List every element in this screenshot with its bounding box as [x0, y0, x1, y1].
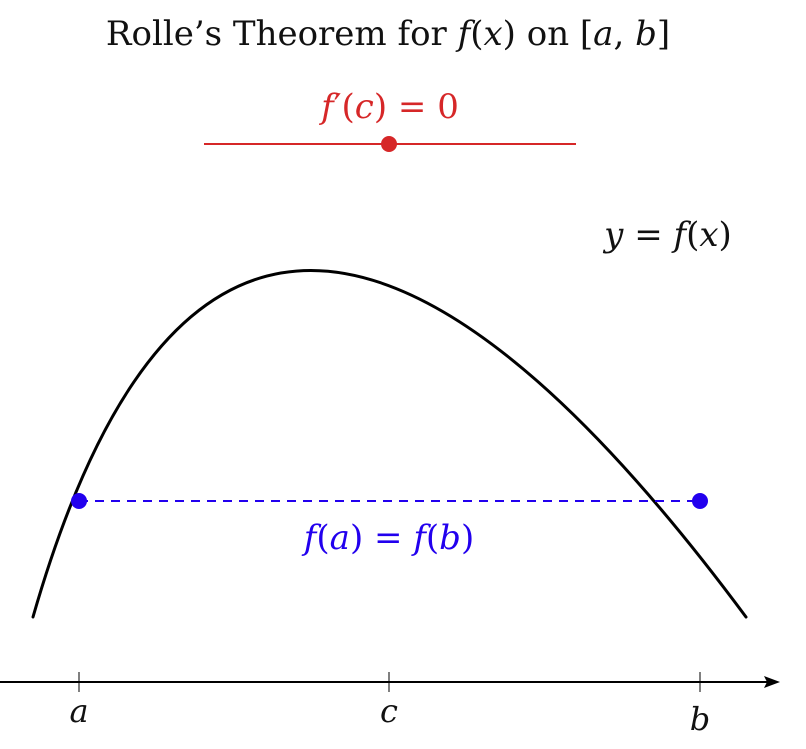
- tangent-label-c: c: [355, 87, 374, 127]
- title-open-paren: (: [470, 14, 483, 54]
- tangent-label: f′(c) = 0: [318, 87, 459, 127]
- function-curve: [31, 269, 748, 619]
- point-b-dot: [692, 493, 708, 509]
- tangent-label-close-paren: ): [374, 87, 387, 127]
- equal-label-close1: ): [350, 518, 363, 558]
- tick-label-b: b: [690, 700, 710, 738]
- point-a-dot: [71, 493, 87, 509]
- equal-label-equals: =: [363, 518, 413, 558]
- diagram-title: Rolle’s Theorem for f(x) on [a, b]: [106, 14, 670, 54]
- title-interval-close: ]: [657, 14, 670, 54]
- title-interval-open: [: [580, 14, 593, 54]
- tangent-label-equals: =: [387, 87, 437, 127]
- title-var: x: [483, 14, 502, 54]
- tangent-label-prime: ′: [334, 87, 342, 127]
- curve-label-equals: =: [623, 215, 673, 255]
- curve-label-open-paren: (: [686, 215, 699, 255]
- title-close-paren: ): [503, 14, 516, 54]
- title-b: b: [635, 14, 657, 54]
- equal-label-a: a: [330, 518, 350, 558]
- x-axis-arrowhead: [764, 676, 780, 688]
- curve-label-x: x: [699, 215, 718, 255]
- curve-label: y = f(x): [602, 215, 732, 255]
- tangent-label-open-paren: (: [342, 87, 355, 127]
- tangent-label-zero: 0: [437, 87, 459, 127]
- equal-label-open1: (: [316, 518, 329, 558]
- title-middle: on: [516, 14, 580, 54]
- tick-label-c: c: [380, 692, 398, 730]
- equal-label-b: b: [439, 518, 461, 558]
- equal-values-label: f(a) = f(b): [301, 518, 474, 558]
- critical-point-dot: [381, 136, 397, 152]
- title-comma: ,: [613, 14, 635, 54]
- title-prefix: Rolle’s Theorem for: [106, 14, 458, 54]
- equal-label-close2: ): [461, 518, 474, 558]
- curve-label-close-paren: ): [719, 215, 732, 255]
- title-a: a: [593, 14, 613, 54]
- curve-label-y: y: [602, 215, 624, 255]
- tick-label-a: a: [69, 692, 88, 730]
- equal-label-open2: (: [426, 518, 439, 558]
